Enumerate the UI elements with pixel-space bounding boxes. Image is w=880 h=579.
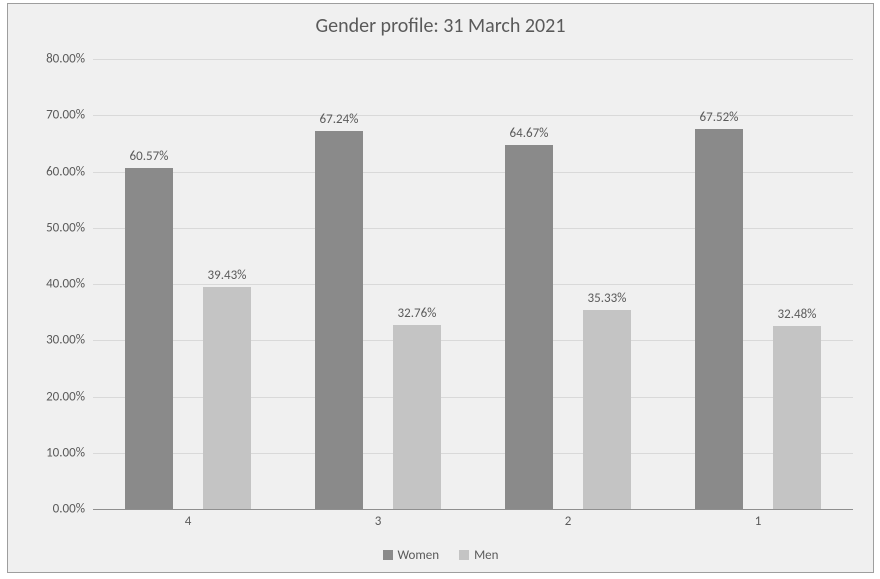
chart-title: Gender profile: 31 March 2021: [8, 14, 873, 38]
bar: [203, 287, 251, 509]
gridline: [93, 509, 853, 510]
y-tick-label: 60.00%: [46, 164, 85, 179]
y-tick-label: 20.00%: [46, 389, 85, 404]
data-label: 67.52%: [700, 110, 739, 129]
y-tick-label: 30.00%: [46, 333, 85, 348]
x-tick-label: 2: [565, 514, 572, 529]
bar: [315, 131, 363, 509]
legend-swatch: [459, 550, 469, 560]
x-tick-label: 3: [375, 514, 382, 529]
data-label: 35.33%: [588, 291, 627, 310]
plot-area: 0.00%10.00%20.00%30.00%40.00%50.00%60.00…: [93, 59, 853, 509]
x-tick-label: 4: [185, 514, 192, 529]
bar: [695, 129, 743, 509]
y-tick-label: 0.00%: [53, 502, 85, 517]
data-label: 64.67%: [510, 126, 549, 145]
data-label: 39.43%: [208, 268, 247, 287]
legend: Women Men: [8, 548, 873, 565]
bar: [393, 325, 441, 509]
legend-item: Men: [459, 548, 498, 563]
bar: [505, 145, 553, 509]
gridline: [93, 59, 853, 60]
y-tick-label: 70.00%: [46, 108, 85, 123]
data-label: 32.76%: [398, 306, 437, 325]
bar: [773, 326, 821, 509]
y-tick-label: 40.00%: [46, 277, 85, 292]
legend-label: Men: [474, 548, 498, 563]
y-tick-label: 80.00%: [46, 52, 85, 67]
gridline: [93, 115, 853, 116]
bar: [583, 310, 631, 509]
bar: [125, 168, 173, 509]
data-label: 60.57%: [130, 149, 169, 168]
data-label: 67.24%: [320, 112, 359, 131]
legend-label: Women: [398, 548, 440, 563]
y-tick-label: 50.00%: [46, 220, 85, 235]
y-tick-label: 10.00%: [46, 445, 85, 460]
chart-frame: Gender profile: 31 March 2021 0.00%10.00…: [7, 3, 874, 573]
x-tick-label: 1: [755, 514, 762, 529]
legend-item: Women: [383, 548, 440, 563]
legend-swatch: [383, 550, 393, 560]
data-label: 32.48%: [778, 307, 817, 326]
